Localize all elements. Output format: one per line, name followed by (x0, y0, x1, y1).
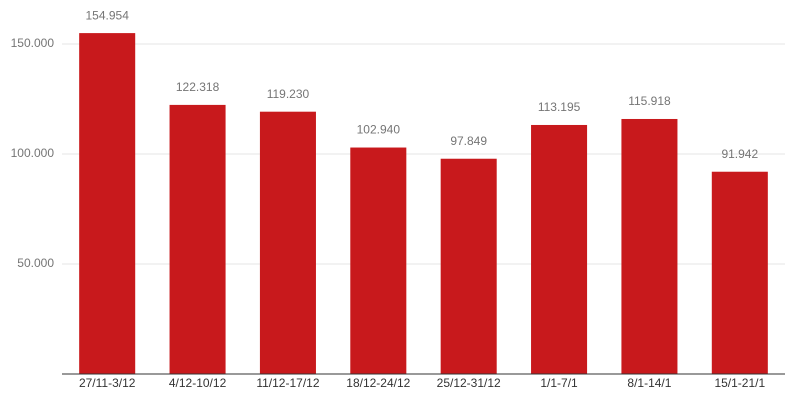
value-label: 97.849 (450, 134, 487, 148)
bar (169, 104, 226, 375)
bar (440, 158, 497, 374)
bar (711, 171, 768, 374)
bar (259, 111, 316, 374)
y-tick-label: 100.000 (11, 146, 55, 160)
bar (79, 33, 136, 375)
value-label: 122.318 (176, 80, 220, 94)
value-label: 119.230 (267, 87, 310, 101)
value-label: 154.954 (85, 8, 129, 22)
x-tick-label: 4/12-10/12 (169, 376, 227, 390)
x-tick-label: 25/12-31/12 (437, 376, 501, 390)
bar (350, 147, 407, 374)
bar (621, 118, 678, 374)
y-tick-label: 150.000 (11, 36, 55, 50)
x-tick-label: 11/12-17/12 (256, 376, 319, 390)
y-tick-label: 50.000 (17, 256, 54, 270)
bar (531, 124, 588, 374)
x-tick-label: 15/1-21/1 (714, 376, 765, 390)
x-tick-label: 1/1-7/1 (540, 376, 578, 390)
value-label: 102.940 (357, 123, 401, 137)
value-label: 91.942 (721, 147, 758, 161)
value-label: 113.195 (538, 100, 581, 114)
x-tick-label: 27/11-3/12 (79, 376, 136, 390)
x-tick-label: 18/12-24/12 (346, 376, 410, 390)
value-label: 115.918 (628, 94, 671, 108)
x-tick-label: 8/1-14/1 (627, 376, 671, 390)
